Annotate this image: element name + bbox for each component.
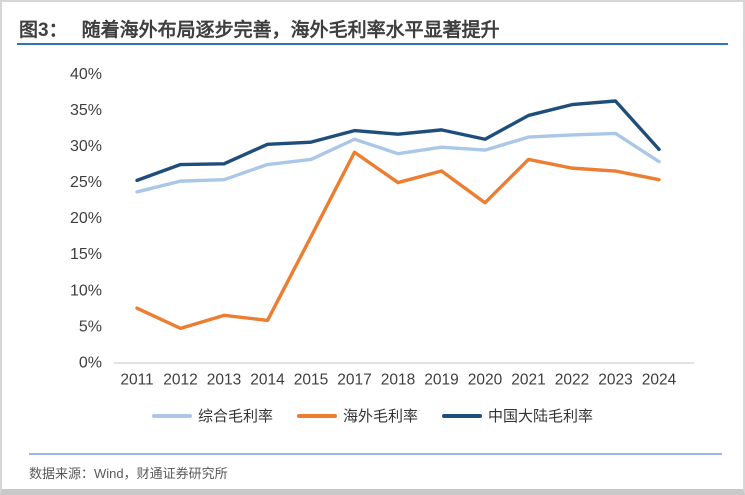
x-tick-label: 2012 — [163, 372, 197, 389]
title-underline — [17, 43, 728, 45]
y-tick-label: 0% — [79, 355, 102, 372]
legend-label-mainland: 中国大陆毛利率 — [488, 408, 594, 425]
y-tick-label: 40% — [70, 66, 102, 83]
line-chart: 0% 5% 10% 15% 20% 25% 30% 35% 40% 2011 2012 2013 201… — [70, 66, 694, 389]
footer-divider — [29, 453, 722, 455]
mainland-line-swatch-icon — [442, 413, 482, 418]
y-tick-label: 5% — [79, 318, 102, 335]
x-tick-label: 2017 — [337, 372, 371, 389]
x-tick-label: 2021 — [511, 372, 545, 389]
x-tick-label: 2024 — [642, 372, 677, 389]
x-tick-label: 2013 — [207, 372, 241, 389]
x-tick-label: 2023 — [598, 372, 632, 389]
y-tick-label: 20% — [70, 210, 102, 227]
legend-item-overseas: 海外毛利率 — [296, 405, 418, 426]
overseas-line-swatch-icon — [296, 413, 337, 418]
legend-label-composite: 综合毛利率 — [197, 408, 273, 425]
series-line-中国大陆毛利率 — [135, 99, 661, 183]
x-tick-label: 2014 — [250, 372, 285, 389]
data-source-note: 数据来源：Wind，财通证券研究所 — [29, 466, 228, 481]
y-tick-label: 30% — [70, 138, 102, 155]
y-tick-label: 35% — [70, 102, 102, 119]
series-line-综合毛利率 — [135, 131, 661, 194]
legend-item-mainland: 中国大陆毛利率 — [442, 405, 593, 426]
figure-number: 图3： — [19, 20, 68, 41]
legend-item-composite: 综合毛利率 — [151, 405, 273, 426]
series-line-海外毛利率 — [135, 150, 661, 331]
figure-title-text: 随着海外布局逐步完善，海外毛利率水平显著提升 — [81, 20, 500, 41]
composite-line-swatch-icon — [151, 413, 192, 418]
x-tick-label: 2022 — [555, 372, 589, 389]
legend-label-overseas: 海外毛利率 — [342, 408, 418, 425]
x-tick-label: 2015 — [294, 372, 328, 389]
figure-title: 图3： 随着海外布局逐步完善，海外毛利率水平显著提升 — [19, 15, 727, 42]
x-tick-label: 2019 — [424, 372, 458, 389]
y-tick-label: 25% — [70, 174, 102, 191]
x-tick-label: 2018 — [381, 372, 415, 389]
y-tick-label: 15% — [70, 246, 102, 263]
chart-legend: 综合毛利率 海外毛利率 中国大陆毛利率 — [2, 405, 743, 426]
x-tick-label: 2020 — [468, 372, 503, 389]
x-tick-label: 2011 — [120, 372, 153, 389]
y-tick-label: 10% — [70, 282, 102, 299]
